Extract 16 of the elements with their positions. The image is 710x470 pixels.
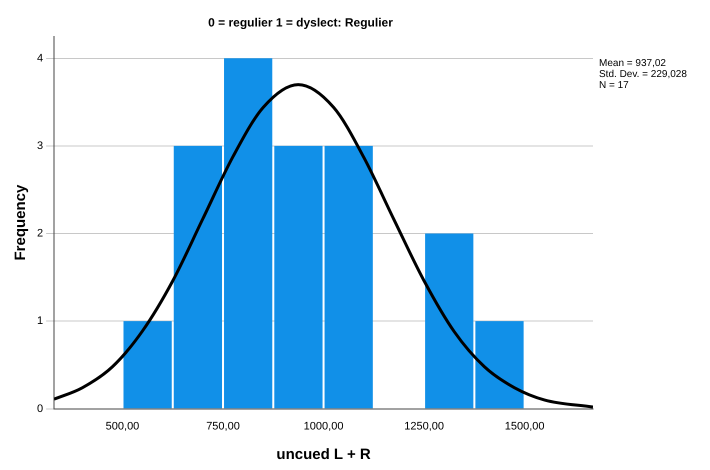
x-tick-label: 750,00 [206,420,240,432]
y-tick-label: 4 [36,52,44,64]
y-axis-title: Frequency [12,184,30,261]
y-tick-label: 1 [36,315,44,328]
text: N = 17 [599,80,630,92]
y-tick-label: 3 [36,140,44,152]
y-tick-label: 2 [36,228,44,240]
y-tick-label: 0 [36,402,44,415]
chart-title: 0 = regulier 1 = dyslect: Regulier [208,16,394,30]
x-tick-label: 1500,00 [504,420,545,432]
x-tick-label: 1250,00 [404,420,444,432]
x-tick-label: 1000,00 [304,420,344,432]
text: Std. Dev. = 229,028 [599,69,688,80]
x-tick-label: 500,00 [106,420,140,432]
text: Mean = 937,02 [599,58,666,70]
x-axis-title: uncued L + R [276,446,371,464]
